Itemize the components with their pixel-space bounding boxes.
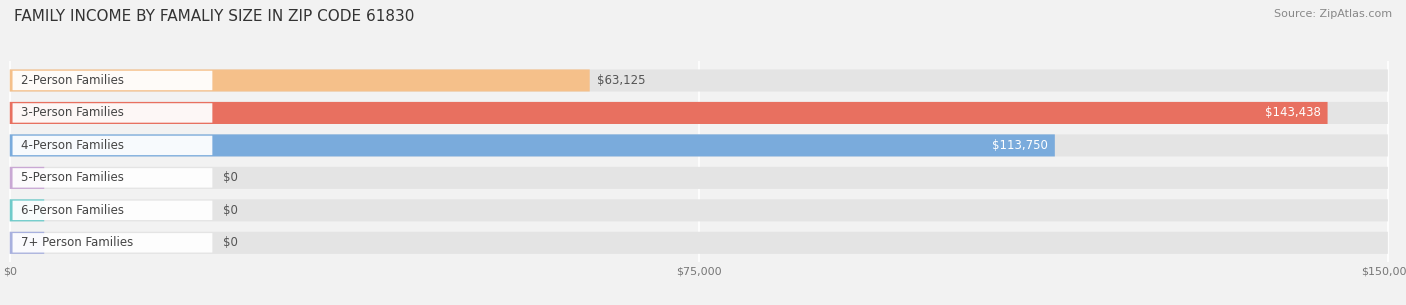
FancyBboxPatch shape (10, 232, 44, 254)
Text: 5-Person Families: 5-Person Families (21, 171, 124, 185)
Text: FAMILY INCOME BY FAMALIY SIZE IN ZIP CODE 61830: FAMILY INCOME BY FAMALIY SIZE IN ZIP COD… (14, 9, 415, 24)
Text: $63,125: $63,125 (596, 74, 645, 87)
Text: $0: $0 (224, 236, 238, 249)
FancyBboxPatch shape (10, 199, 44, 221)
FancyBboxPatch shape (10, 232, 1388, 254)
FancyBboxPatch shape (10, 135, 1054, 156)
Text: 3-Person Families: 3-Person Families (21, 106, 124, 120)
FancyBboxPatch shape (10, 70, 589, 92)
FancyBboxPatch shape (13, 71, 212, 90)
FancyBboxPatch shape (13, 136, 212, 155)
FancyBboxPatch shape (13, 233, 212, 253)
FancyBboxPatch shape (10, 102, 1388, 124)
Text: 4-Person Families: 4-Person Families (21, 139, 124, 152)
FancyBboxPatch shape (10, 102, 1327, 124)
Text: 6-Person Families: 6-Person Families (21, 204, 124, 217)
Text: 2-Person Families: 2-Person Families (21, 74, 124, 87)
FancyBboxPatch shape (10, 167, 44, 189)
FancyBboxPatch shape (13, 201, 212, 220)
FancyBboxPatch shape (10, 167, 1388, 189)
Text: Source: ZipAtlas.com: Source: ZipAtlas.com (1274, 9, 1392, 19)
Text: $0: $0 (224, 171, 238, 185)
FancyBboxPatch shape (10, 135, 1388, 156)
Text: $113,750: $113,750 (993, 139, 1047, 152)
FancyBboxPatch shape (10, 70, 1388, 92)
FancyBboxPatch shape (10, 199, 1388, 221)
Text: $143,438: $143,438 (1265, 106, 1320, 120)
FancyBboxPatch shape (13, 168, 212, 188)
Text: $0: $0 (224, 204, 238, 217)
Text: 7+ Person Families: 7+ Person Families (21, 236, 134, 249)
FancyBboxPatch shape (13, 103, 212, 123)
